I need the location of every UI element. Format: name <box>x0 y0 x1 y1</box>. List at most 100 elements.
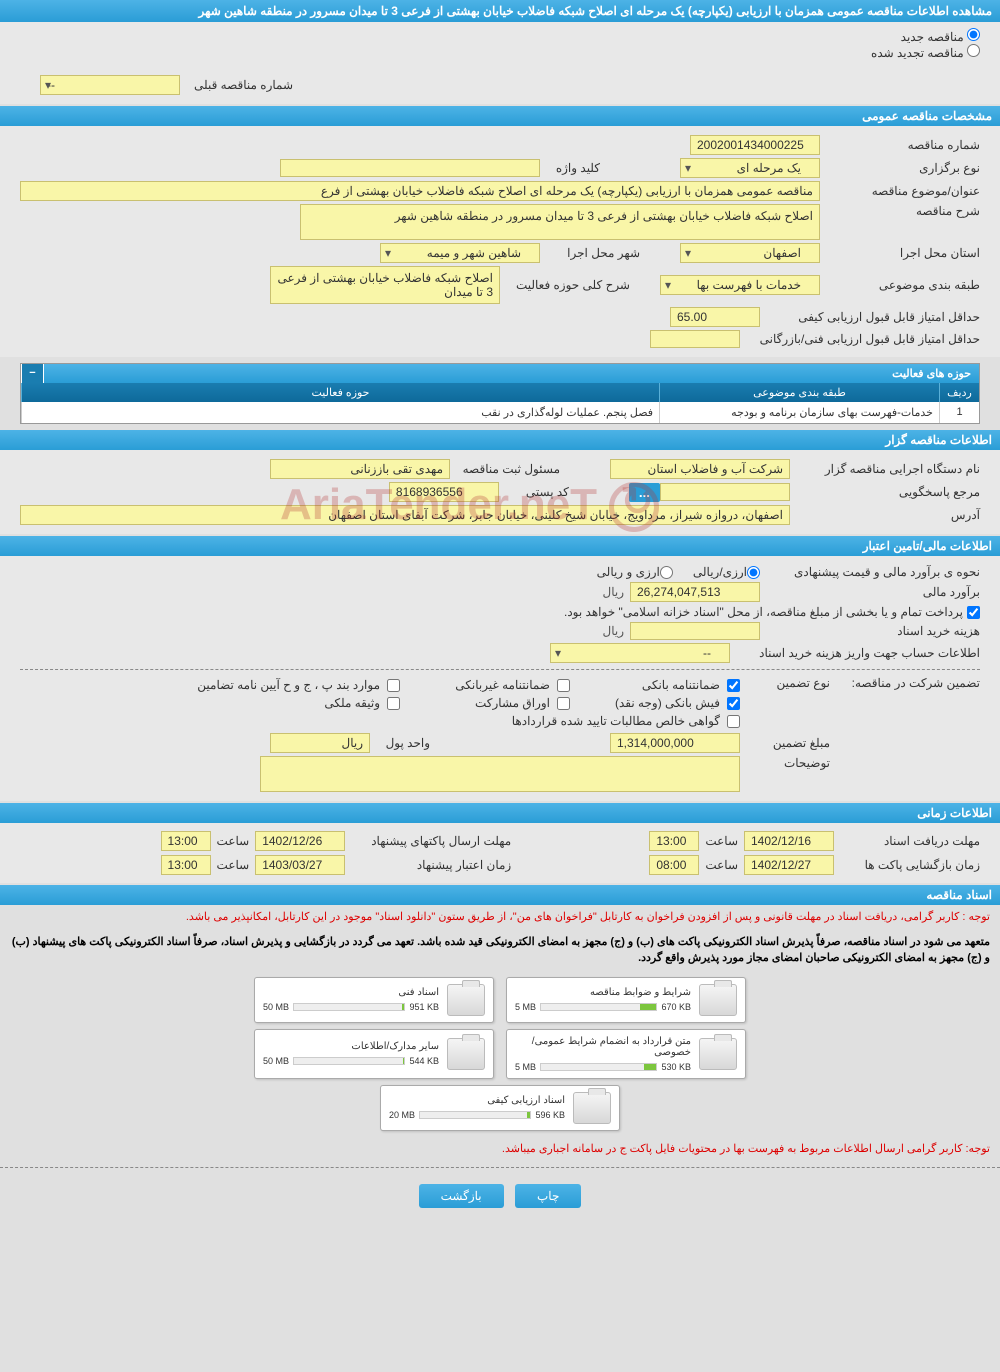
folder-icon <box>447 1038 485 1070</box>
radio-both-label: ارزی و ریالی <box>597 565 660 579</box>
doc-size: 670 KB <box>661 1002 691 1012</box>
fld-type[interactable]: یک مرحله ای <box>680 158 820 178</box>
fld-doc-fee[interactable] <box>630 622 760 640</box>
radio-both[interactable] <box>660 566 673 579</box>
contact-more-button[interactable]: ... <box>629 483 660 502</box>
lbl-subject: عنوان/موضوع مناقصه <box>820 184 980 198</box>
chk-bank[interactable] <box>727 679 740 692</box>
lbl-doc-fee: هزینه خرید اسناد <box>760 624 980 638</box>
documents-grid: شرایط و ضوابط مناقصه 5 MB 670 KB اسناد ف… <box>0 977 1000 1131</box>
progress-bar <box>540 1003 657 1011</box>
back-button[interactable]: بازگشت <box>419 1184 504 1208</box>
fld-contact <box>660 483 790 501</box>
lbl-time3: ساعت <box>705 858 738 872</box>
section-financial: اطلاعات مالی/تامین اعتبار <box>0 536 1000 556</box>
fld-estimate: 26,274,047,513 <box>630 582 760 602</box>
fld-city[interactable]: شاهین شهر و میمه <box>380 243 540 263</box>
chk-cash[interactable] <box>727 697 740 710</box>
doc-title: شرایط و ضوابط مناقصه <box>515 987 691 998</box>
lbl-validity: زمان اعتبار پیشنهاد <box>351 858 511 872</box>
chk-bank-lbl: ضمانتنامه بانکی <box>642 678 720 692</box>
fld-description: اصلاح شبکه فاضلاب خیابان بهشتی از فرعی 3… <box>300 204 820 240</box>
chk-bylaws-lbl: موارد بند پ ، ج و ح آیین نامه تضامین <box>197 678 380 692</box>
doc-card[interactable]: متن قرارداد به انضمام شرایط عمومی/خصوصی … <box>506 1029 746 1079</box>
folder-icon <box>699 1038 737 1070</box>
unit-riyal: ریال <box>602 585 624 599</box>
notice-1: توجه : کاربر گرامی، دریافت اسناد در مهلت… <box>0 905 1000 930</box>
print-button[interactable]: چاپ <box>515 1184 581 1208</box>
doc-max: 50 MB <box>263 1056 289 1066</box>
fld-min-quality: 65.00 <box>670 307 760 327</box>
page-title: مشاهده اطلاعات مناقصه عمومی همزمان با ار… <box>0 0 1000 22</box>
chk-property[interactable] <box>387 697 400 710</box>
td-field: فصل پنجم. عملیات لوله‌گذاری در نقب <box>21 402 659 423</box>
lbl-category: طبقه بندی موضوعی <box>820 278 980 292</box>
chk-bonds[interactable] <box>557 697 570 710</box>
doc-card[interactable]: شرایط و ضوابط مناقصه 5 MB 670 KB <box>506 977 746 1023</box>
progress-bar <box>419 1111 531 1119</box>
lbl-min-quality: حداقل امتیاز قابل قبول ارزیابی کیفی <box>760 310 980 324</box>
chk-nonbank[interactable] <box>557 679 570 692</box>
fld-open-time: 08:00 <box>649 855 699 875</box>
fld-activity-desc: اصلاح شبکه فاضلاب خیابان بهشتی از فرعی 3… <box>270 266 500 304</box>
lbl-address: آدرس <box>790 508 980 522</box>
folder-icon <box>699 984 737 1016</box>
doc-title: سایر مدارک/اطلاعات <box>263 1041 439 1052</box>
lbl-city: شهر محل اجرا <box>540 246 640 260</box>
lbl-min-tech: حداقل امتیاز قابل قبول ارزیابی فنی/بازرگ… <box>740 332 980 346</box>
lbl-time1: ساعت <box>705 834 738 848</box>
fld-currency: ریال <box>270 733 370 753</box>
chk-treasury[interactable] <box>967 606 980 619</box>
radio-riyal[interactable] <box>747 566 760 579</box>
fld-responsible: مهدی تقی باززنانی <box>270 459 450 479</box>
lbl-open: زمان بازگشایی پاکت ها <box>840 858 980 872</box>
lbl-estimate: برآورد مالی <box>760 585 980 599</box>
radio-new-label: مناقصه جدید <box>901 30 964 44</box>
radio-renewed-label: مناقصه تجدید شده <box>871 46 964 60</box>
doc-card[interactable]: سایر مدارک/اطلاعات 50 MB 544 KB <box>254 1029 494 1079</box>
td-cat: خدمات-فهرست بهای سازمان برنامه و بودجه <box>659 402 939 423</box>
lbl-type: نوع برگزاری <box>820 161 980 175</box>
activity-table: حوزه های فعالیت − ردیف طبقه بندی موضوعی … <box>20 363 980 424</box>
fld-province[interactable]: اصفهان <box>680 243 820 263</box>
fld-open-date: 1402/12/27 <box>744 855 834 875</box>
lbl-account: اطلاعات حساب جهت واریز هزینه خرید اسناد <box>730 646 980 660</box>
doc-card[interactable]: اسناد ارزیابی کیفی 20 MB 596 KB <box>380 1085 620 1131</box>
collapse-icon[interactable]: − <box>21 364 43 383</box>
fld-keyword[interactable] <box>280 159 540 177</box>
progress-bar <box>293 1003 405 1011</box>
fld-receive-date: 1402/12/16 <box>744 831 834 851</box>
tender-mode-radios: مناقصه جدید مناقصه تجدید شده <box>0 22 1000 66</box>
fld-subject: مناقصه عمومی همزمان با ارزیابی (یکپارچه)… <box>20 181 820 201</box>
radio-renewed[interactable] <box>967 44 980 57</box>
lbl-guarantee-amt: مبلغ تضمین <box>740 736 830 750</box>
td-n: 1 <box>939 402 979 423</box>
radio-new[interactable] <box>967 28 980 41</box>
tbl-title: حوزه های فعالیت <box>43 364 979 383</box>
doc-title: اسناد ارزیابی کیفی <box>389 1095 565 1106</box>
prev-tender-select[interactable]: -- <box>40 75 180 95</box>
lbl-guarantee-type: نوع تضمین <box>740 676 830 690</box>
doc-size: 951 KB <box>409 1002 439 1012</box>
radio-riyal-label: ارزی/ریالی <box>693 565 747 579</box>
doc-size: 596 KB <box>535 1110 565 1120</box>
doc-max: 5 MB <box>515 1002 536 1012</box>
fld-submit-time: 13:00 <box>161 831 211 851</box>
doc-size: 530 KB <box>661 1062 691 1072</box>
fld-category[interactable]: خدمات با فهرست بها <box>660 275 820 295</box>
doc-card[interactable]: اسناد فنی 50 MB 951 KB <box>254 977 494 1023</box>
section-timing: اطلاعات زمانی <box>0 803 1000 823</box>
fld-receive-time: 13:00 <box>649 831 699 851</box>
fld-account[interactable]: -- <box>550 643 730 663</box>
doc-title: اسناد فنی <box>263 987 439 998</box>
doc-max: 5 MB <box>515 1062 536 1072</box>
fld-guarantee-amt: 1,314,000,000 <box>610 733 740 753</box>
chk-bylaws[interactable] <box>387 679 400 692</box>
fld-notes[interactable] <box>260 756 740 792</box>
fld-address: اصفهان، دروازه شیراز، مرداویج، خیابان شی… <box>20 505 790 525</box>
section-documents: اسناد مناقصه <box>0 885 1000 905</box>
chk-cert[interactable] <box>727 715 740 728</box>
lbl-description: شرح مناقصه <box>820 204 980 218</box>
lbl-contact: مرجع پاسخگویی <box>790 485 980 499</box>
chk-property-lbl: وثیقه ملکی <box>324 696 380 710</box>
